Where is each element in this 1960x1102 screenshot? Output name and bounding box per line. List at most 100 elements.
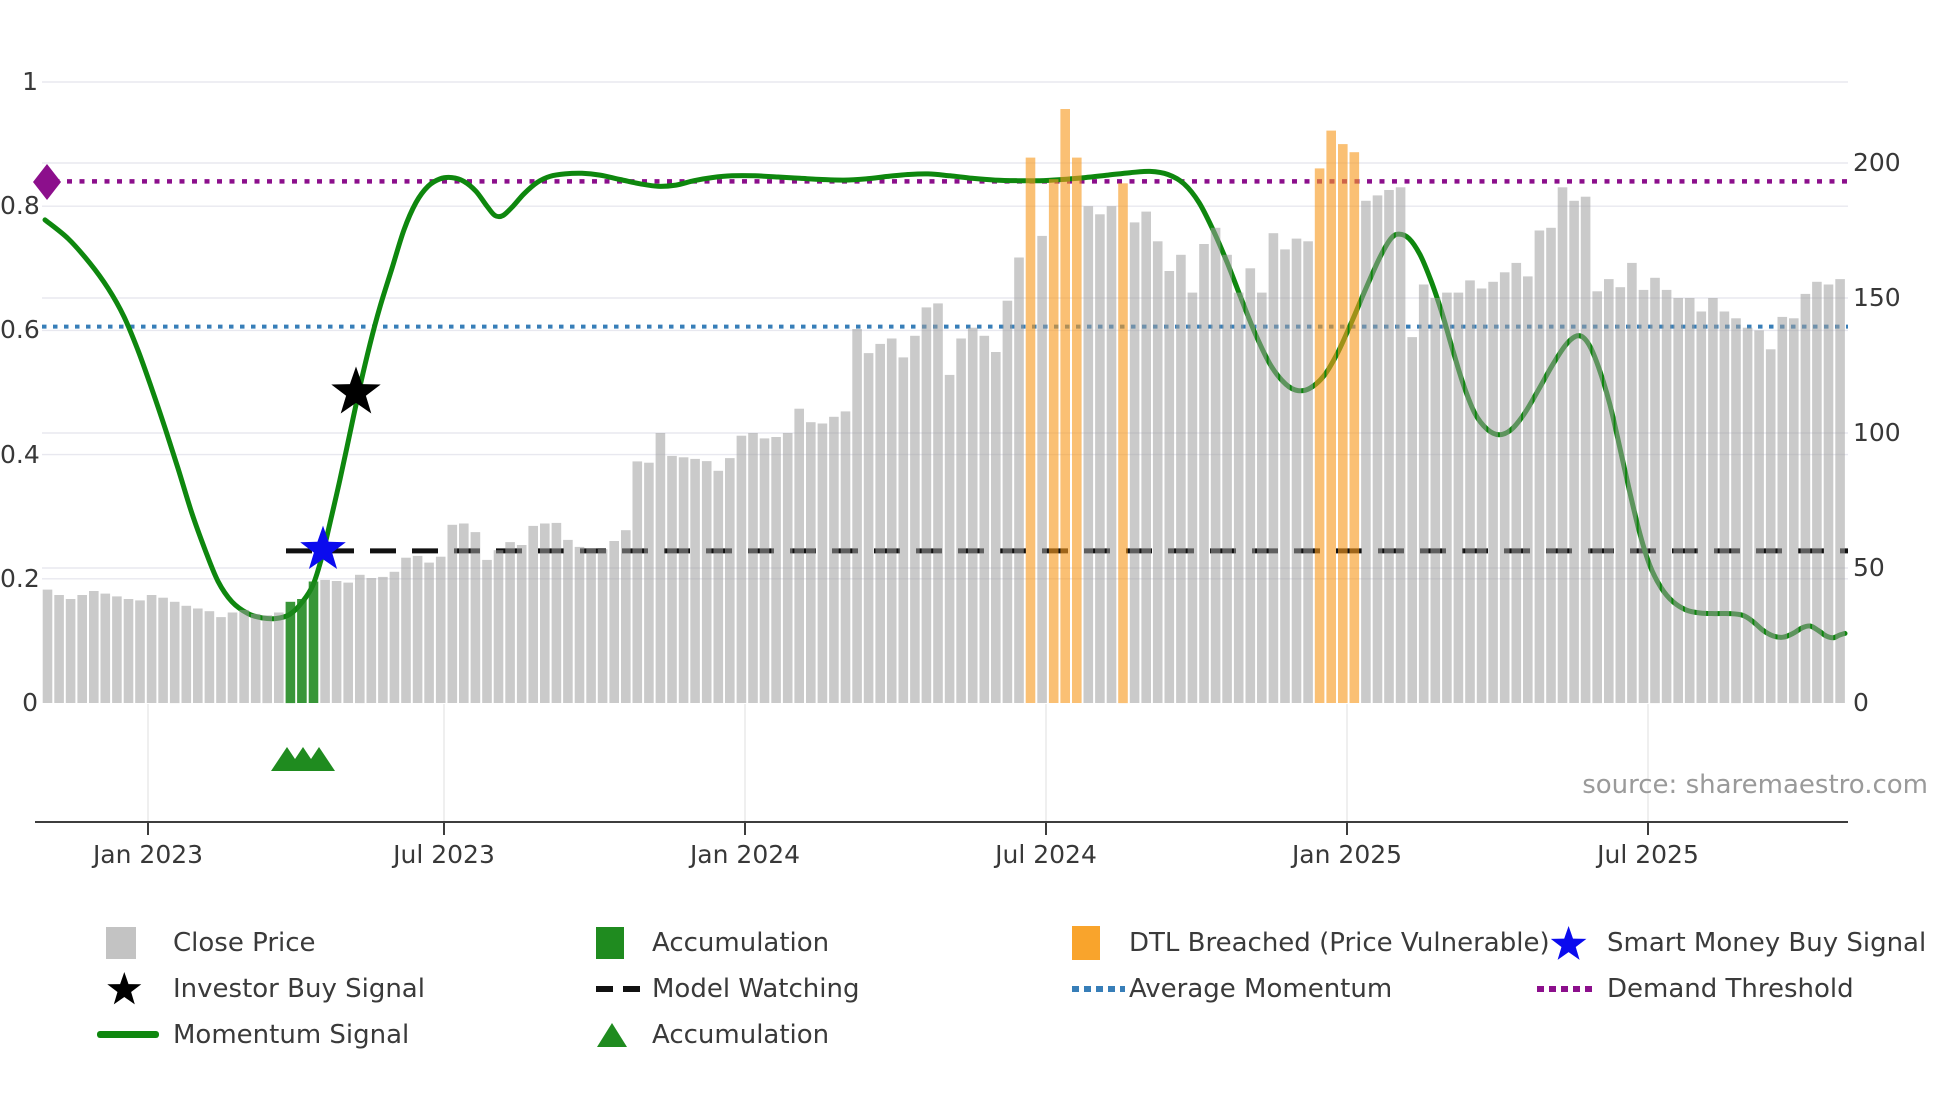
close-price-bar <box>470 532 481 703</box>
close-price-bar <box>690 458 700 703</box>
legend-label: Momentum Signal <box>173 1020 410 1050</box>
close-price-bar <box>1823 284 1834 703</box>
close-price-bar <box>401 557 411 703</box>
dtl-breached-bar <box>1118 183 1128 704</box>
close-price-bar <box>586 548 596 703</box>
close-price-bar <box>1291 238 1302 703</box>
close-price-bar <box>1812 281 1822 703</box>
close-price-bar <box>1499 272 1510 703</box>
left-axis-tick-label: 0.8 <box>0 191 40 220</box>
legend-column-3: DTL Breached (Price Vulnerable) Average … <box>1072 920 1550 1012</box>
close-price-bar <box>331 581 342 703</box>
close-price-bar <box>459 523 469 703</box>
close-price-bar <box>1627 262 1637 703</box>
x-axis-tick-label: Jul 2025 <box>1597 840 1699 869</box>
legend-item-dtl-breached: DTL Breached (Price Vulnerable) <box>1072 920 1550 966</box>
close-price-bar <box>1523 276 1533 703</box>
accumulation-triangle-marker <box>303 747 335 771</box>
legend-label: Smart Money Buy Signal <box>1607 928 1927 958</box>
close-price-bar <box>1361 200 1371 704</box>
close-price-bar <box>736 435 747 703</box>
dtl-breached-bar <box>1338 144 1348 704</box>
close-price-bar <box>933 303 943 703</box>
close-price-bar <box>621 530 631 703</box>
close-price-bar <box>1731 318 1741 704</box>
close-price-bar <box>713 470 724 703</box>
close-price-bar <box>447 524 458 703</box>
close-price-bar <box>1430 298 1441 703</box>
black-star-icon <box>95 970 173 1008</box>
close-price-bar <box>1835 279 1845 703</box>
close-price-bar <box>89 591 99 703</box>
left-axis-tick-label: 0.6 <box>0 315 40 344</box>
close-price-bar <box>910 335 920 703</box>
close-price-bar <box>1708 298 1718 703</box>
x-axis-tick-label: Jan 2024 <box>689 840 801 869</box>
legend-item-demand-threshold: Demand Threshold <box>1537 966 1926 1012</box>
close-price-bar <box>1141 211 1151 703</box>
close-price-bar <box>771 437 781 703</box>
close-price-bar <box>1002 300 1013 703</box>
legend-label: Demand Threshold <box>1607 974 1854 1004</box>
orange-square-icon <box>1072 924 1129 962</box>
right-axis-tick-label: 50 <box>1853 553 1885 582</box>
close-price-bar <box>806 422 816 703</box>
close-price-bar <box>1280 249 1290 703</box>
close-price-bar <box>123 599 134 703</box>
close-price-bar <box>1638 289 1649 703</box>
close-price-bar <box>875 343 885 703</box>
close-price-bar <box>678 457 689 703</box>
close-price-bar <box>1233 292 1244 703</box>
chart-legend: Close Price Investor Buy Signal Momentum… <box>0 920 1960 1080</box>
close-price-bar <box>516 545 527 703</box>
close-price-bar <box>1673 298 1683 703</box>
close-price-bar <box>216 617 226 703</box>
close-price-bar <box>343 582 353 703</box>
green-triangle-icon <box>596 1016 652 1054</box>
close-price-bar <box>146 595 157 703</box>
close-price-bar <box>840 411 851 703</box>
close-price-bar <box>1765 349 1776 703</box>
close-price-bar <box>1268 233 1279 703</box>
close-price-bar <box>863 353 874 703</box>
close-price-bar <box>181 605 192 703</box>
close-price-bar <box>817 423 828 703</box>
close-price-bar <box>574 546 585 703</box>
close-price-bar <box>597 549 608 703</box>
left-axis-tick-label: 0.2 <box>0 564 40 593</box>
close-price-bar <box>227 612 238 703</box>
close-price-bar <box>829 416 839 703</box>
close-price-bar <box>1453 292 1464 703</box>
close-price-bar <box>979 335 990 703</box>
close-price-bar <box>1037 235 1047 703</box>
left-axis-tick-label: 0 <box>22 688 38 717</box>
close-price-bar <box>54 595 64 703</box>
legend-label: Investor Buy Signal <box>173 974 425 1004</box>
blue-dotted-line-icon <box>1072 970 1129 1008</box>
close-price-bar <box>609 541 619 703</box>
close-price-bar <box>701 461 712 703</box>
close-price-bar <box>1534 230 1545 703</box>
close-price-bar <box>1303 241 1313 704</box>
close-price-bar <box>1719 311 1730 703</box>
close-price-bar <box>493 550 504 703</box>
close-price-bar <box>366 578 377 703</box>
legend-label: Accumulation <box>652 1020 830 1050</box>
right-axis-tick-label: 100 <box>1853 418 1901 447</box>
close-price-bar <box>1442 292 1452 703</box>
close-price-bar <box>389 571 400 703</box>
close-price-bar <box>1580 196 1591 703</box>
close-price-bar <box>1465 280 1475 703</box>
left-axis-tick-label: 0.4 <box>0 440 40 469</box>
close-price-bar <box>158 597 168 703</box>
x-axis-tick-label: Jul 2024 <box>995 840 1097 869</box>
close-price-bar <box>551 522 562 703</box>
close-price-bar <box>1152 241 1163 704</box>
blue-star-icon <box>1537 923 1607 963</box>
close-price-bar <box>1661 289 1672 703</box>
legend-label: DTL Breached (Price Vulnerable) <box>1129 928 1550 958</box>
accumulation-bar <box>297 599 307 703</box>
legend-column-2: Accumulation Model Watching Accumulation <box>596 920 859 1058</box>
close-price-bar <box>1684 298 1695 703</box>
